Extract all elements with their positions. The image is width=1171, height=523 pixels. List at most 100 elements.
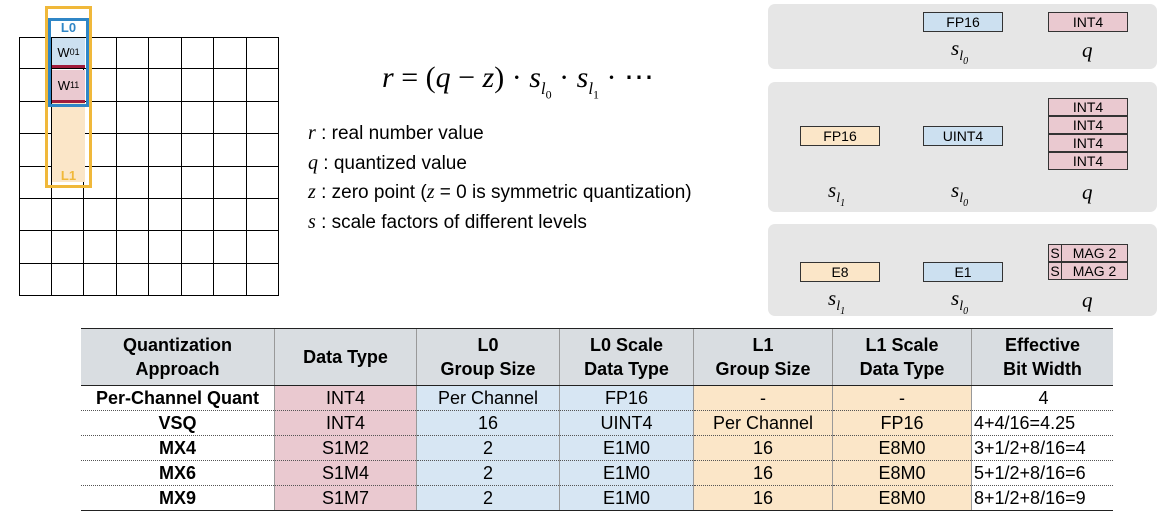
tag-int4-q1: INT4 bbox=[1048, 98, 1128, 116]
grid-cell bbox=[116, 166, 149, 199]
grid-cell bbox=[246, 101, 279, 135]
table-cell: UINT4 bbox=[559, 410, 694, 436]
w01-sub: 01 bbox=[69, 47, 80, 57]
grid-cell bbox=[84, 69, 117, 102]
row-name-cell: MX4 bbox=[81, 435, 275, 461]
grid-frame bbox=[19, 37, 279, 296]
panel-vsq: FP16 UINT4 INT4 INT4 INT4 INT4 sl1 sl0 q bbox=[768, 82, 1157, 212]
grid-cell bbox=[116, 263, 149, 296]
table-row: Per-Channel Quant INT4 Per Channel FP16- -4 bbox=[81, 385, 1113, 411]
legend-z: z : zero point (z = 0 is symmetric quant… bbox=[308, 181, 692, 203]
legend-s: s : scale factors of different levels bbox=[308, 211, 587, 233]
w01-bar bbox=[52, 65, 85, 68]
grid-cell bbox=[19, 37, 52, 70]
grid-cell bbox=[181, 166, 214, 199]
grid-cell bbox=[149, 198, 182, 232]
table-cell: S1M2 bbox=[274, 435, 417, 461]
row-name-cell: Per-Channel Quant bbox=[81, 385, 275, 411]
header-l1-scale: L1 Scale Data Type bbox=[832, 328, 972, 386]
table-cell: FP16 bbox=[559, 385, 694, 411]
l0-label: L0 bbox=[60, 20, 77, 35]
grid-cell bbox=[214, 37, 247, 70]
row-name-cell: MX9 bbox=[81, 485, 275, 511]
grid-cell bbox=[51, 231, 84, 264]
table-cell: 16 bbox=[693, 435, 833, 461]
l1-label: L1 bbox=[60, 168, 77, 183]
grid-cell bbox=[149, 166, 182, 199]
grid-cell bbox=[149, 37, 182, 70]
table-cell: S1M4 bbox=[274, 460, 417, 486]
header-l0-group: L0 Group Size bbox=[416, 328, 560, 386]
grid-cell bbox=[19, 101, 52, 135]
tag-int4-q2: INT4 bbox=[1048, 116, 1128, 134]
table-cell: 8+1/2+8/16=9 bbox=[971, 485, 1113, 511]
table-cell: - bbox=[832, 385, 972, 411]
grid-cell bbox=[181, 198, 214, 232]
grid-cell bbox=[246, 69, 279, 102]
grid-cell bbox=[149, 101, 182, 135]
w11-cell: W 11 bbox=[52, 70, 85, 100]
l1-fill bbox=[52, 102, 85, 182]
table-cell: INT4 bbox=[274, 410, 417, 436]
table-row: MX6 S1M4 2 E1M0 16 E8M0 5+1/2+8/16=6 bbox=[81, 460, 1113, 486]
grid-cell bbox=[116, 231, 149, 264]
grid-cell bbox=[149, 134, 182, 167]
table-cell: 3+1/2+8/16=4 bbox=[971, 435, 1113, 461]
header-l0-scale: L0 Scale Data Type bbox=[559, 328, 694, 386]
table-cell: E8M0 bbox=[832, 460, 972, 486]
table-cell: E1M0 bbox=[559, 485, 694, 511]
tag-sign-2: S bbox=[1048, 262, 1062, 280]
tag-int4-q: INT4 bbox=[1048, 12, 1128, 32]
grid-cell bbox=[214, 198, 247, 232]
grid-cell bbox=[214, 134, 247, 167]
table-cell: INT4 bbox=[274, 385, 417, 411]
grid-cell bbox=[19, 198, 52, 232]
grid-cell bbox=[84, 134, 117, 167]
grid-cell bbox=[181, 37, 214, 70]
grid-cell bbox=[84, 166, 117, 199]
grid-cell bbox=[214, 166, 247, 199]
quantization-formula: r = (q − z) · sl0 · sl1 · ⋯ bbox=[382, 61, 655, 102]
grid-cell bbox=[181, 69, 214, 102]
table-cell: E1M0 bbox=[559, 435, 694, 461]
s-l0-symbol: sl0 bbox=[951, 178, 969, 209]
grid-cell bbox=[246, 166, 279, 199]
grid-cell bbox=[246, 198, 279, 232]
row-name-cell: VSQ bbox=[81, 410, 275, 436]
header-data-type: Data Type bbox=[274, 328, 417, 386]
grid-cell bbox=[181, 134, 214, 167]
table-cell: Per Channel bbox=[416, 385, 560, 411]
tag-sign-1: S bbox=[1048, 244, 1062, 262]
q-symbol: q bbox=[1082, 180, 1093, 204]
tag-fp16-s1: FP16 bbox=[800, 126, 880, 146]
grid-cell bbox=[181, 263, 214, 296]
grid-cell bbox=[84, 101, 117, 135]
tag-e1-s0: E1 bbox=[923, 262, 1003, 282]
w11-sub: 11 bbox=[69, 80, 80, 90]
grid-cell bbox=[214, 231, 247, 264]
tag-e8-s1: E8 bbox=[800, 262, 880, 282]
grid-cell bbox=[19, 134, 52, 167]
grid-cell bbox=[84, 231, 117, 264]
tag-fp16-s0: FP16 bbox=[923, 12, 1003, 32]
w01-cell: W 01 bbox=[52, 38, 85, 66]
header-l1-group: L1 Group Size bbox=[693, 328, 833, 386]
l0-outline bbox=[48, 18, 89, 107]
table-row: VSQ INT4 16 UINT4 Per Channel FP16 4+4/16=4.25 bbox=[81, 410, 1113, 436]
table-cell: FP16 bbox=[832, 410, 972, 436]
grid-cell bbox=[19, 69, 52, 102]
quantization-table: Quantization Approach Data Type L0 Group S… bbox=[81, 328, 1113, 511]
table-cell: 2 bbox=[416, 485, 560, 511]
grid-cell bbox=[214, 69, 247, 102]
tag-int4-q3: INT4 bbox=[1048, 134, 1128, 152]
w11-bar bbox=[52, 100, 85, 103]
grid-cell bbox=[181, 101, 214, 135]
table-cell: 16 bbox=[693, 485, 833, 511]
s-l1-symbol: sl1 bbox=[828, 178, 846, 209]
table-cell: S1M7 bbox=[274, 485, 417, 511]
table-header-row: Quantization Approach Data Type L0 Group S… bbox=[81, 328, 1113, 386]
grid-cell bbox=[149, 263, 182, 296]
s-l0-symbol: sl0 bbox=[951, 36, 969, 67]
grid-cell bbox=[181, 231, 214, 264]
row-name-cell: MX6 bbox=[81, 460, 275, 486]
